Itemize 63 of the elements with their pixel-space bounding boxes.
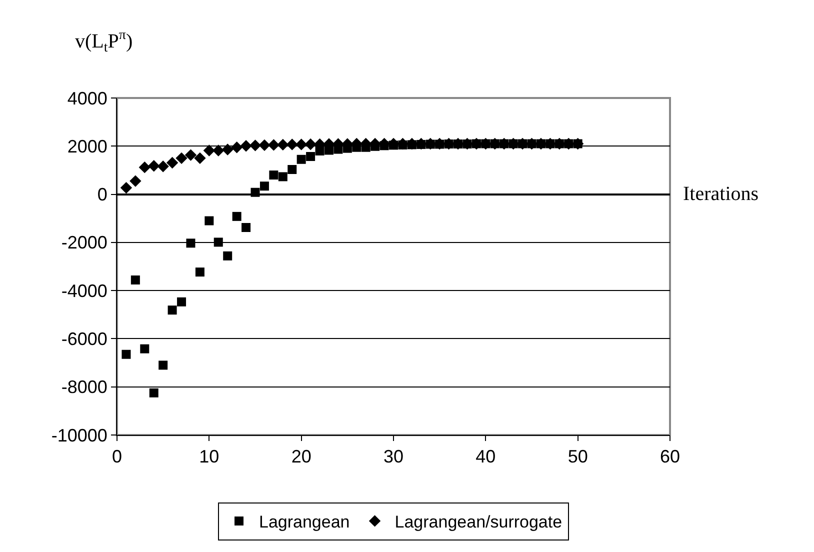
- point: [130, 175, 142, 187]
- point: [195, 268, 204, 277]
- point: [122, 350, 131, 359]
- x-tick-label: 50: [568, 446, 588, 467]
- point: [278, 172, 288, 182]
- point: [204, 216, 214, 226]
- point: [258, 139, 270, 152]
- point: [140, 344, 150, 354]
- y-tick-label: -10000: [51, 425, 108, 446]
- legend-label: Lagrangean: [259, 512, 350, 532]
- point: [194, 152, 206, 164]
- point: [186, 238, 196, 248]
- point: [177, 297, 186, 306]
- y-axis-title: v(L$_{t}$P$^{π}$): [75, 28, 133, 56]
- point: [286, 138, 298, 150]
- point: [242, 223, 251, 232]
- point: [223, 251, 232, 260]
- point: [249, 140, 262, 152]
- point: [250, 188, 260, 197]
- point: [184, 149, 197, 161]
- y-tick-label: -6000: [61, 329, 108, 350]
- x-tick-label: 20: [291, 446, 312, 467]
- point: [277, 138, 289, 151]
- y-tick-label: 2000: [67, 136, 108, 156]
- x-tick-label: 60: [660, 446, 680, 467]
- x-tick-label: 30: [383, 446, 404, 467]
- point: [288, 164, 297, 174]
- x-axis-title: Iterations: [683, 183, 759, 205]
- point: [214, 238, 223, 247]
- point: [268, 139, 280, 151]
- point: [296, 154, 306, 164]
- point: [222, 144, 234, 156]
- point: [203, 144, 216, 156]
- point: [304, 138, 316, 150]
- y-tick-label: 4000: [67, 88, 108, 108]
- point: [212, 144, 224, 156]
- point: [269, 170, 278, 180]
- point: [406, 138, 418, 150]
- y-tick-label: -2000: [61, 232, 108, 253]
- point: [157, 160, 169, 172]
- point: [130, 275, 140, 284]
- point: [240, 140, 252, 152]
- point: [295, 138, 308, 150]
- x-tick-label: 40: [476, 446, 496, 467]
- point: [176, 152, 188, 164]
- y-tick-label: -4000: [61, 280, 108, 301]
- point: [260, 182, 269, 191]
- y-tick-label: -8000: [61, 377, 108, 398]
- point: [306, 152, 316, 161]
- x-tick-label: 10: [199, 446, 220, 467]
- point: [168, 306, 177, 315]
- point: [148, 160, 160, 172]
- point: [120, 182, 132, 194]
- point: [230, 142, 243, 154]
- point: [232, 212, 242, 221]
- point: [396, 138, 409, 150]
- point: [138, 161, 150, 174]
- point: [149, 388, 158, 398]
- point: [166, 156, 178, 169]
- x-tick-label: 0: [112, 446, 122, 467]
- legend-label: Lagrangean/surrogate: [394, 512, 562, 532]
- point: [158, 360, 168, 370]
- y-tick-label: 0: [97, 184, 108, 205]
